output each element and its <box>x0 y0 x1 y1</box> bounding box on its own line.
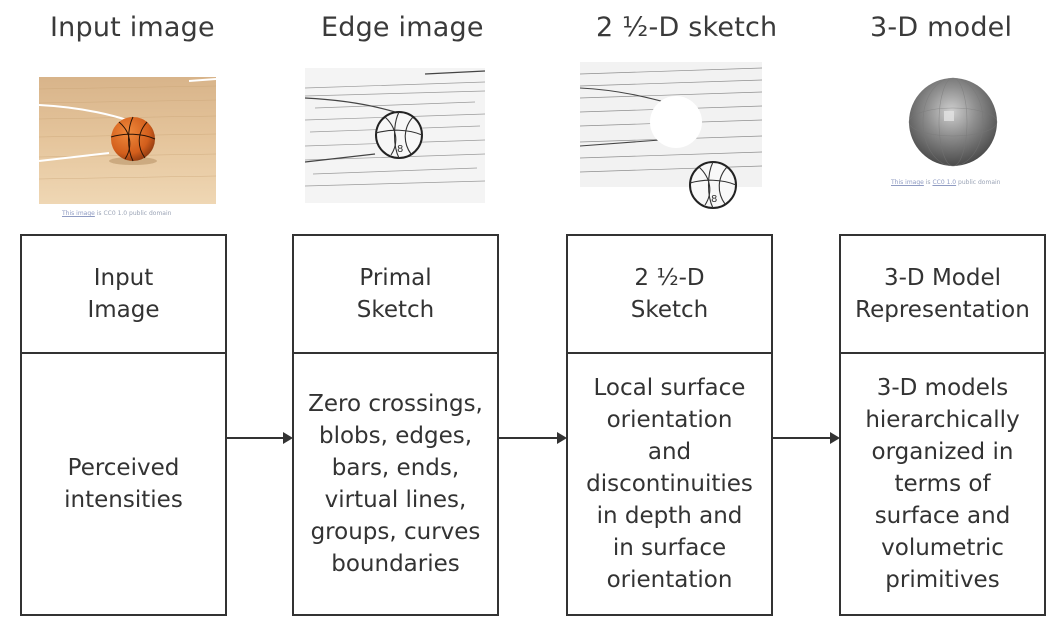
stage-header-text: Primal Sketch <box>356 265 435 323</box>
stage-body-text: Local surface orientation and discontinu… <box>586 375 753 593</box>
stage-body-text: 3-D models hierarchically organized in t… <box>865 375 1020 593</box>
stage-body-text: Zero crossings, blobs, edges, bars, ends… <box>308 391 483 577</box>
stage-input-image: Input Image Perceived intensities <box>20 234 227 616</box>
credit-link[interactable]: This image <box>62 210 95 217</box>
column-title-edge-image: Edge image <box>321 12 484 43</box>
credit-text: is <box>923 179 933 186</box>
stage-header: 3-D Model Representation <box>841 236 1044 354</box>
stage-body: 3-D models hierarchically organized in t… <box>841 354 1044 614</box>
stage-2-5d-sketch: 2 ½-D Sketch Local surface orientation a… <box>566 234 773 616</box>
arrow-right-icon <box>773 432 840 444</box>
stage-header-text: 3-D Model Representation <box>855 265 1030 323</box>
sphere-model <box>898 75 1008 170</box>
arrow-right-icon <box>227 432 293 444</box>
sketch-image: 8 <box>580 62 762 212</box>
stage-body: Zero crossings, blobs, edges, bars, ends… <box>294 354 497 614</box>
credit-link[interactable]: This image <box>891 179 924 186</box>
license-link[interactable]: CC0 1.0 <box>932 179 957 186</box>
credit-text: public domain <box>956 179 1001 186</box>
svg-text:8: 8 <box>711 194 717 205</box>
column-title-3d-model: 3-D model <box>870 12 1013 43</box>
column-title-sketch: 2 ½-D sketch <box>596 12 778 43</box>
stage-3d-model: 3-D Model Representation 3-D models hier… <box>839 234 1046 616</box>
stage-header-text: 2 ½-D Sketch <box>630 265 709 323</box>
stage-body-text: Perceived intensities <box>64 455 183 513</box>
input-photo-credit: This image is CC0 1.0 public domain <box>62 210 171 217</box>
stage-header: Input Image <box>22 236 225 354</box>
stage-header-text: Input Image <box>87 265 160 323</box>
stage-body: Local surface orientation and discontinu… <box>568 354 771 614</box>
stage-primal-sketch: Primal Sketch Zero crossings, blobs, edg… <box>292 234 499 616</box>
svg-text:8: 8 <box>397 144 403 155</box>
sphere-model-credit: This image is CC0 1.0 public domain <box>891 179 1000 186</box>
edge-image: 8 <box>305 68 485 203</box>
input-photo <box>39 77 216 204</box>
arrow-right-icon <box>499 432 567 444</box>
stage-header: 2 ½-D Sketch <box>568 236 771 354</box>
column-title-input-image: Input image <box>50 12 215 43</box>
credit-text: is CC0 1.0 public domain <box>94 210 172 217</box>
stage-body: Perceived intensities <box>22 354 225 614</box>
stage-header: Primal Sketch <box>294 236 497 354</box>
